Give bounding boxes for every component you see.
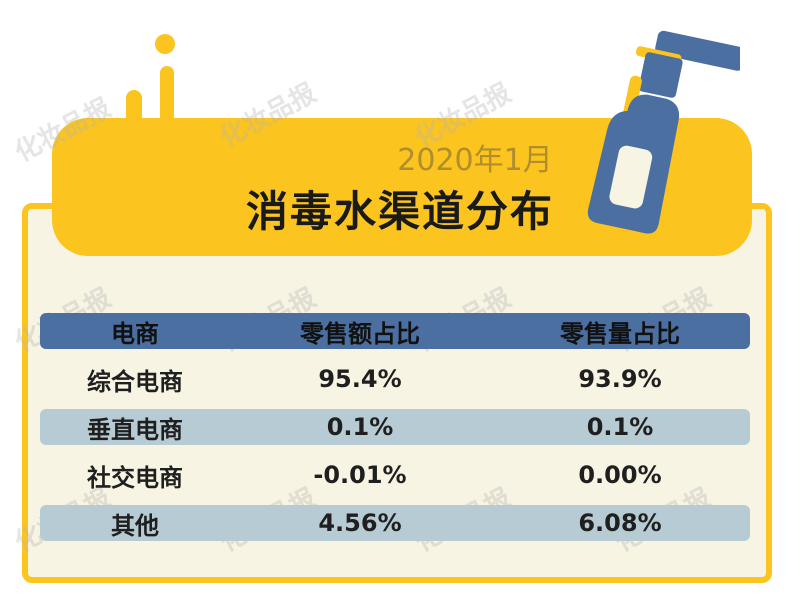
sales-value-share: -0.01% (313, 461, 407, 489)
page-title: 消毒水渠道分布 (245, 187, 554, 236)
sales-volume-share: 0.00% (578, 461, 662, 489)
sales-value-share: 0.1% (326, 413, 394, 441)
sales-value-share: 95.4% (318, 365, 402, 393)
column-header: 零售额占比 (300, 319, 420, 348)
sales-volume-share: 0.1% (586, 413, 654, 441)
row-label: 综合电商 (87, 367, 183, 396)
column-header: 电商 (111, 319, 159, 348)
column-header: 零售量占比 (560, 319, 680, 348)
row-label: 垂直电商 (87, 415, 183, 444)
decor-dot (155, 34, 175, 54)
table-row: 其他 4.56% 6.08% (40, 505, 750, 541)
channel-table: 电商 零售额占比 零售量占比 综合电商 95.4% 93.9% 垂直电商 0.1… (40, 313, 750, 553)
table-row: 垂直电商 0.1% 0.1% (40, 409, 750, 445)
row-label: 社交电商 (87, 463, 183, 492)
sales-volume-share: 93.9% (578, 365, 662, 393)
sales-value-share: 4.56% (318, 509, 402, 537)
subtitle: 2020年1月 (397, 143, 553, 178)
table-row: 社交电商 -0.01% 0.00% (40, 457, 750, 493)
table-row: 综合电商 95.4% 93.9% (40, 361, 750, 397)
sales-volume-share: 6.08% (578, 509, 662, 537)
spray-bottle-icon (587, 30, 740, 234)
table-header-row: 电商 零售额占比 零售量占比 (40, 313, 750, 349)
row-label: 其他 (111, 511, 159, 540)
